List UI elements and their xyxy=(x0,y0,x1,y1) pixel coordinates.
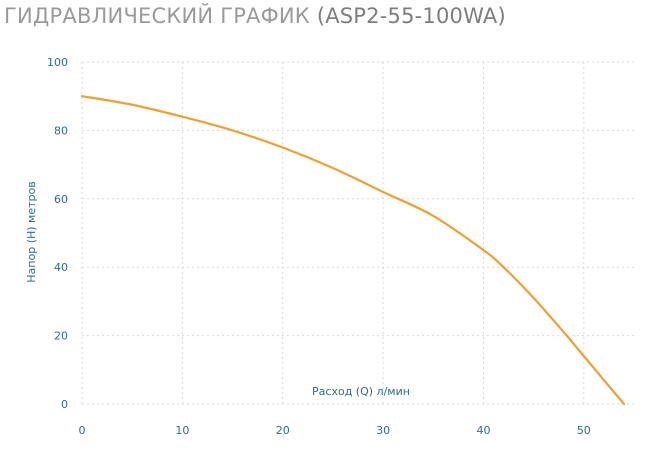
pump-curve-line xyxy=(80,95,626,406)
grid-lines xyxy=(81,61,634,405)
y-tick-labels: 0 20 40 60 80 100 xyxy=(47,56,68,411)
y-tick-label: 60 xyxy=(54,193,68,206)
x-tick-label: 0 xyxy=(79,424,86,437)
y-tick-label: 20 xyxy=(54,330,68,343)
chart-title-main: ГИДРАВЛИЧЕСКИЙ ГРАФИК xyxy=(4,4,310,28)
y-tick-label: 80 xyxy=(54,124,68,137)
x-tick-label: 10 xyxy=(175,424,189,437)
x-tick-label: 20 xyxy=(276,424,290,437)
x-axis-label: Расход (Q) л/мин xyxy=(312,385,410,398)
y-tick-label: 40 xyxy=(54,261,68,274)
y-axis-label: Напор (H) метров xyxy=(25,181,38,282)
x-tick-label: 50 xyxy=(577,424,591,437)
chart-title: ГИДРАВЛИЧЕСКИЙ ГРАФИК (ASP2-55-100WA) xyxy=(4,4,506,28)
x-tick-label: 40 xyxy=(476,424,490,437)
x-tick-labels: 0 10 20 30 40 50 xyxy=(79,424,591,437)
y-tick-label: 0 xyxy=(61,398,68,411)
chart-title-model: (ASP2-55-100WA) xyxy=(316,4,506,28)
y-tick-label: 100 xyxy=(47,56,68,69)
x-tick-label: 30 xyxy=(376,424,390,437)
